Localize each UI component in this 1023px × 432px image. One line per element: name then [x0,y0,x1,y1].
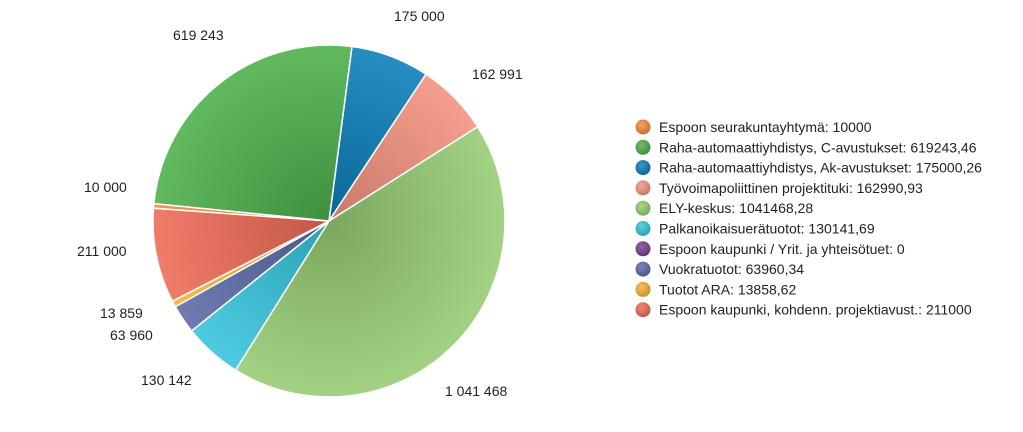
slice-value-label: 1 041 468 [445,383,507,399]
slice-value-label: 175 000 [394,8,445,24]
slice-value-label: 162 991 [472,66,523,82]
legend-swatch [635,119,651,135]
pie-slices [152,44,506,398]
legend-label: ELY-keskus: 1041468,28 [659,200,813,216]
pie-slice [153,44,353,222]
slice-value-label: 130 142 [141,372,192,388]
legend-label: Vuokratuotot: 63960,34 [659,261,804,277]
legend-label: Espoon kaupunki / Yrit. ja yhteisötuet: … [659,241,905,257]
slice-value-label: 619 243 [173,27,224,43]
legend-swatch [635,261,651,277]
legend-label: Palkanoikaisuerätuotot: 130141,69 [659,221,875,237]
slice-value-label: 211 000 [77,243,127,259]
slice-value-label: 63 960 [110,327,153,343]
pie-slice [152,207,332,303]
pie-labels: 175 000 162 991 1 041 468 130 142 63 960 13 8… [77,8,523,399]
legend-label: Espoon kaupunki, kohdenn. projektiavust.… [659,302,972,318]
legend-swatch [635,200,651,216]
legend-swatch [635,160,651,176]
legend-swatch [635,281,651,297]
pie-slice [234,125,506,398]
legend-label: Tuotot ARA: 13858,62 [659,281,796,297]
legend-swatch [635,241,651,257]
legend-swatch [635,139,651,155]
legend-swatch [635,302,651,318]
legend-label: Raha-automaattiyhdistys, C-avustukset: 6… [659,139,977,155]
legend-label: Espoon seurakuntayhtymä: 10000 [659,119,872,135]
legend-label: Raha-automaattiyhdistys, Ak-avustukset: … [659,160,982,176]
legend: Espoon seurakuntayhtymä: 10000 Raha-autom… [635,119,982,318]
legend-label: Työvoimapoliittinen projektituki: 162990… [659,180,923,196]
legend-swatch [635,221,651,236]
slice-value-label: 13 859 [100,305,143,321]
slice-value-label: 10 000 [84,179,127,195]
legend-swatch [635,180,651,196]
